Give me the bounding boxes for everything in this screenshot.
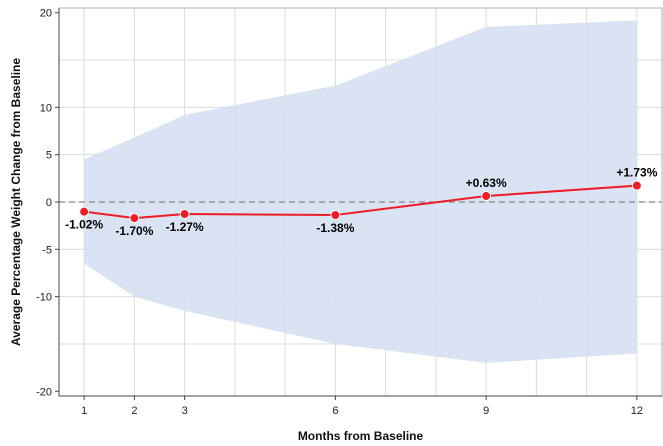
y-tick-label: -10	[36, 292, 52, 304]
data-point	[631, 180, 642, 191]
data-label: -1.27%	[166, 220, 204, 234]
x-tick-label: 2	[131, 405, 137, 417]
data-point	[79, 206, 90, 217]
data-points	[79, 180, 642, 224]
y-tick-label: 10	[40, 102, 52, 114]
x-tick-label: 6	[332, 405, 338, 417]
y-tick-label: -20	[36, 386, 52, 398]
confidence-band	[84, 20, 637, 363]
data-labels: -1.02% -1.70% -1.27% -1.38% +0.63% +1.73%	[65, 166, 658, 238]
x-axis-title: Months from Baseline	[298, 429, 424, 443]
x-tick-label: 12	[631, 405, 643, 417]
data-point	[179, 209, 190, 220]
y-tick-label: -5	[42, 244, 52, 256]
data-point	[330, 210, 341, 221]
y-tick-label: 5	[46, 150, 52, 162]
data-label: +1.73%	[616, 166, 657, 180]
data-label: -1.70%	[115, 224, 153, 238]
weight-change-line	[83, 184, 637, 220]
data-label: +0.63%	[466, 176, 507, 190]
y-tick-label: 0	[46, 197, 52, 209]
y-tick-label: 20	[40, 8, 52, 20]
data-label: -1.38%	[316, 221, 354, 235]
x-tick-label: 9	[483, 405, 489, 417]
x-tick-label: 1	[81, 405, 87, 417]
y-axis-title: Average Percentage Weight Change from Ba…	[9, 58, 23, 346]
data-point	[129, 213, 140, 224]
data-point	[481, 191, 492, 202]
data-label: -1.02%	[65, 218, 103, 232]
x-tick-label: 3	[182, 405, 188, 417]
